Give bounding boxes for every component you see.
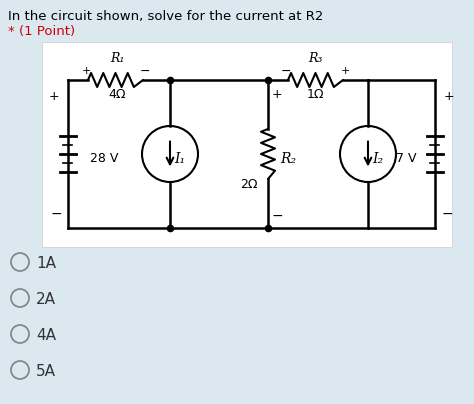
Text: −: − xyxy=(281,65,291,78)
Text: 28 V: 28 V xyxy=(90,152,118,164)
Text: 4Ω: 4Ω xyxy=(109,88,126,101)
Text: +: + xyxy=(49,90,59,103)
Text: R₃: R₃ xyxy=(308,51,323,65)
Text: 2Ω: 2Ω xyxy=(240,177,258,191)
Text: I₁: I₁ xyxy=(174,152,185,166)
Text: +: + xyxy=(272,88,283,101)
Text: 1A: 1A xyxy=(36,255,56,271)
Text: R₁: R₁ xyxy=(110,51,125,65)
Text: 7 V: 7 V xyxy=(396,152,417,164)
Text: −: − xyxy=(50,207,62,221)
Text: R₂: R₂ xyxy=(280,152,296,166)
Text: 5A: 5A xyxy=(36,364,56,379)
Text: +: + xyxy=(82,66,91,76)
Text: 1Ω: 1Ω xyxy=(307,88,324,101)
Text: * (1 Point): * (1 Point) xyxy=(8,25,75,38)
Text: +: + xyxy=(340,66,350,76)
FancyBboxPatch shape xyxy=(42,42,452,247)
Text: 4A: 4A xyxy=(36,328,56,343)
Text: −: − xyxy=(441,207,453,221)
Text: −: − xyxy=(272,209,283,223)
Text: −: − xyxy=(140,65,150,78)
Text: In the circuit shown, solve for the current at R2: In the circuit shown, solve for the curr… xyxy=(8,10,323,23)
Text: 2A: 2A xyxy=(36,292,56,307)
Text: I₂: I₂ xyxy=(372,152,383,166)
Text: +: + xyxy=(444,90,454,103)
